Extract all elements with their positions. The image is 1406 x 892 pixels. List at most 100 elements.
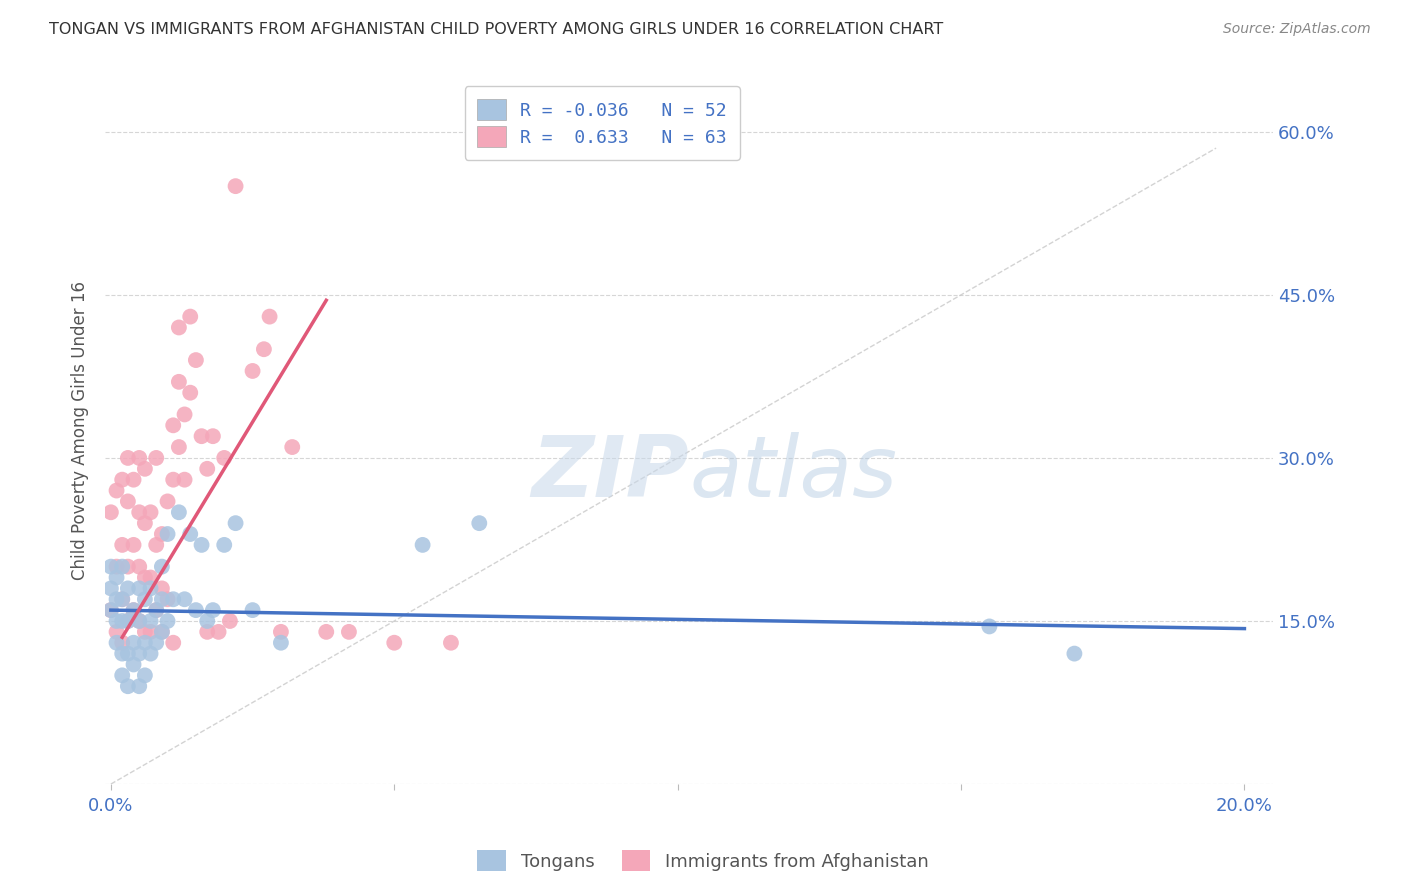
Point (139, 582, 162, 596)
Point (105, 483, 128, 498)
Point (195, 624, 218, 639)
Point (190, 538, 212, 552)
Point (150, 592, 173, 607)
Point (145, 636, 167, 650)
Point (100, 603, 122, 617)
Point (105, 636, 128, 650)
Point (212, 538, 235, 552)
Point (117, 614, 139, 628)
Point (382, 636, 405, 650)
Point (139, 614, 162, 628)
Point (134, 570, 156, 584)
Point (122, 538, 145, 552)
Point (128, 647, 150, 661)
Point (122, 603, 145, 617)
Point (145, 603, 167, 617)
Point (122, 657, 145, 672)
Point (117, 494, 139, 508)
Point (173, 592, 195, 607)
Point (134, 636, 156, 650)
Point (195, 462, 218, 476)
Text: atlas: atlas (689, 432, 897, 515)
Point (128, 450, 150, 465)
Point (105, 592, 128, 607)
Point (167, 375, 190, 389)
Y-axis label: Child Poverty Among Girls Under 16: Child Poverty Among Girls Under 16 (72, 281, 89, 581)
Point (179, 310, 201, 324)
Point (117, 679, 139, 693)
Point (156, 494, 179, 508)
Point (105, 614, 128, 628)
Point (201, 429, 224, 443)
Point (100, 505, 122, 519)
Point (128, 505, 150, 519)
Point (128, 559, 150, 574)
Point (219, 614, 242, 628)
Point (156, 527, 179, 541)
Point (139, 624, 162, 639)
Point (111, 592, 134, 607)
Point (105, 624, 128, 639)
Point (111, 668, 134, 682)
Point (167, 505, 190, 519)
Point (150, 527, 173, 541)
Point (145, 538, 167, 552)
Point (201, 603, 224, 617)
Point (156, 592, 179, 607)
Point (100, 559, 122, 574)
Point (139, 505, 162, 519)
Point (156, 614, 179, 628)
Point (105, 559, 128, 574)
Point (117, 582, 139, 596)
Point (145, 450, 167, 465)
Point (134, 624, 156, 639)
Point (259, 310, 281, 324)
Point (173, 473, 195, 487)
Point (111, 614, 134, 628)
Point (173, 408, 195, 422)
Point (167, 440, 190, 454)
Point (122, 603, 145, 617)
Point (117, 647, 139, 661)
Point (184, 603, 207, 617)
Point (117, 450, 139, 465)
Point (315, 624, 337, 639)
Point (128, 614, 150, 628)
Point (111, 473, 134, 487)
Point (111, 647, 134, 661)
Point (162, 418, 184, 433)
Point (150, 624, 173, 639)
Point (111, 636, 134, 650)
Point (134, 462, 156, 476)
Point (100, 603, 122, 617)
Legend: Tongans, Immigrants from Afghanistan: Tongans, Immigrants from Afghanistan (470, 843, 936, 879)
Point (242, 364, 264, 378)
Point (111, 559, 134, 574)
Point (281, 440, 304, 454)
Point (105, 570, 128, 584)
Point (212, 450, 235, 465)
Point (207, 624, 229, 639)
Point (270, 624, 292, 639)
Point (242, 603, 264, 617)
Point (167, 320, 190, 334)
Text: TONGAN VS IMMIGRANTS FROM AFGHANISTAN CHILD POVERTY AMONG GIRLS UNDER 16 CORRELA: TONGAN VS IMMIGRANTS FROM AFGHANISTAN CH… (49, 22, 943, 37)
Point (468, 516, 491, 530)
Point (139, 647, 162, 661)
Point (195, 614, 218, 628)
Point (134, 668, 156, 682)
Point (150, 624, 173, 639)
Point (253, 342, 276, 356)
Point (162, 636, 184, 650)
Legend: R = -0.036   N = 52, R =  0.633   N = 63: R = -0.036 N = 52, R = 0.633 N = 63 (464, 87, 740, 160)
Point (122, 473, 145, 487)
Point (134, 516, 156, 530)
Point (225, 179, 247, 194)
Point (162, 592, 184, 607)
Point (440, 636, 463, 650)
Point (162, 473, 184, 487)
Text: ZIP: ZIP (531, 432, 689, 515)
Point (122, 636, 145, 650)
Point (412, 538, 434, 552)
Point (145, 603, 167, 617)
